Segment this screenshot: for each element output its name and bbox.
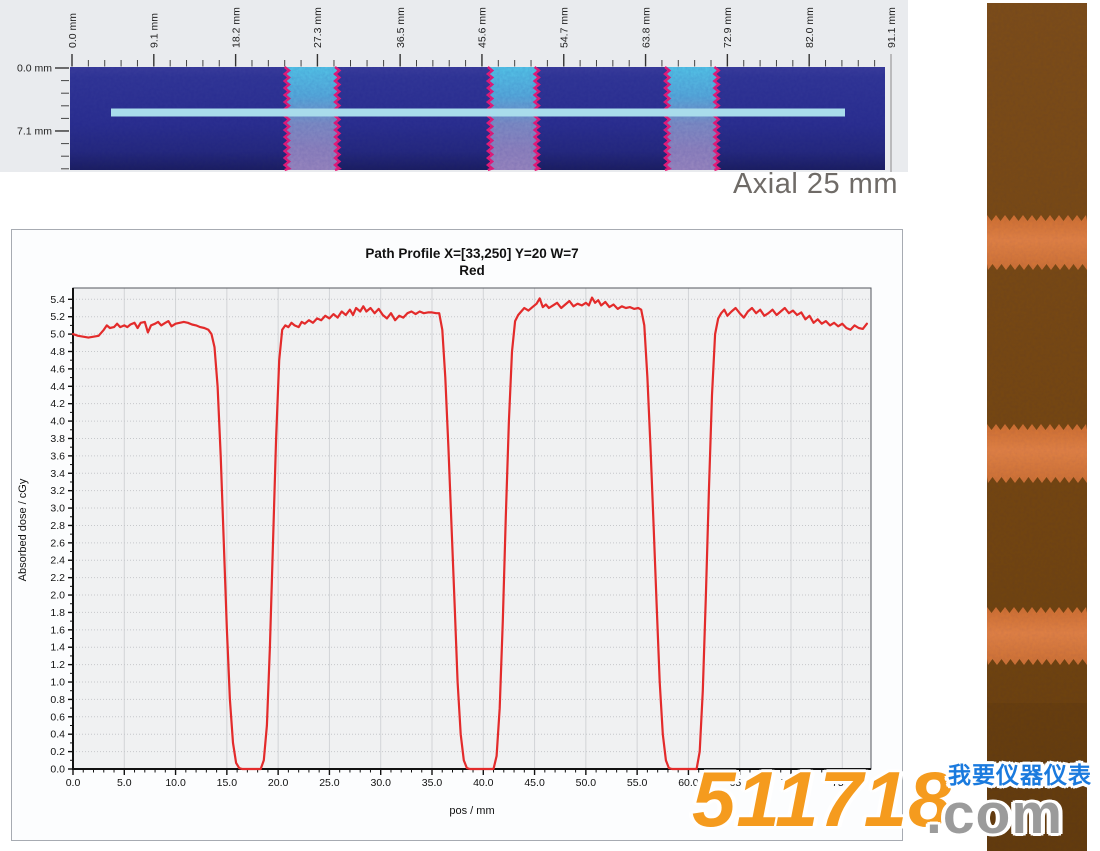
y-tick-label: 3.2 — [50, 485, 65, 497]
ruler-tick-label: 82.0 mm — [804, 7, 816, 48]
ruler-tick-label: 0.0 mm — [67, 13, 79, 48]
x-tick-label: 10.0 — [165, 777, 186, 789]
x-tick-label: 35.0 — [422, 777, 443, 789]
film-scan-panel: 0.0 mm 9.1 mm 18.2 mm 27.3 mm 36.5 mm 45.6 mm… — [0, 0, 912, 205]
y-tick-label: 4.4 — [50, 381, 65, 393]
y-tick-label: 5.2 — [50, 311, 65, 323]
y-tick-label: 5.0 — [50, 329, 65, 341]
ruler-tick-label: 18.2 mm — [230, 7, 242, 48]
strip-grain — [987, 3, 1087, 851]
ruler-tick-label: 72.9 mm — [722, 7, 734, 48]
x-tick-label: 30.0 — [370, 777, 391, 789]
chart-subtitle: Red — [459, 263, 485, 278]
x-tick-label: 75.0 — [832, 777, 853, 789]
profile-position-line — [111, 108, 845, 117]
ruler-tick-label: 27.3 mm — [312, 7, 324, 48]
y-tick-label: 2.0 — [50, 590, 65, 602]
film-dynamic-layer: 0.0 mm 9.1 mm 18.2 mm 27.3 mm 36.5 mm 45.6 mm… — [17, 7, 898, 172]
x-tick-label: 20.0 — [268, 777, 289, 789]
ruler-tick-label: 9.1 mm — [149, 13, 161, 48]
plot-area — [73, 288, 871, 769]
y-tick-label: 1.4 — [50, 642, 65, 654]
x-tick-label: 15.0 — [217, 777, 238, 789]
y-tick-label: 0.0 — [50, 764, 65, 776]
x-tick-label: 60.0 — [678, 777, 699, 789]
y-tick-label: 2.2 — [50, 572, 65, 584]
x-tick-label: 50.0 — [576, 777, 597, 789]
x-axis-label: pos / mm — [449, 805, 494, 817]
y-tick-label: 1.0 — [50, 677, 65, 689]
watermark-domain-suffix: .com — [926, 782, 1064, 846]
y-tick-label: 3.0 — [50, 503, 65, 515]
left-ruler-tick-label: 7.1 mm — [17, 125, 52, 137]
chart-dynamic-layer: 0.0 5.0 10.0 15.0 20.0 25.0 30.0 35.0 40.0 45.0 50… — [50, 287, 872, 789]
y-tick-label: 0.6 — [50, 711, 65, 723]
y-tick-label: 4.6 — [50, 363, 65, 375]
y-tick-label: 0.4 — [50, 729, 65, 741]
y-tick-label: 3.8 — [50, 433, 65, 445]
y-tick-label: 4.8 — [50, 346, 65, 358]
ruler-tick-label: 63.8 mm — [640, 7, 652, 48]
watermark-number: 511718 — [692, 755, 953, 843]
ruler-tick-label: 45.6 mm — [477, 7, 489, 48]
chart-title: Path Profile X=[33,250] Y=20 W=7 — [365, 246, 578, 261]
ruler-tick-label: 54.7 mm — [559, 7, 571, 48]
x-tick-label: 0.0 — [66, 777, 81, 789]
x-tick-label: 70.0 — [781, 777, 802, 789]
y-tick-label: 1.6 — [50, 624, 65, 636]
y-axis-label: Absorbed dose / cGy — [17, 478, 29, 581]
y-tick-label: 2.4 — [50, 555, 65, 567]
y-tick-label: 1.2 — [50, 659, 65, 671]
film-strip-image — [987, 3, 1087, 851]
y-tick-label: 3.4 — [50, 468, 65, 480]
y-tick-label: 1.8 — [50, 607, 65, 619]
y-tick-label: 5.4 — [50, 294, 65, 306]
x-tick-label: 55.0 — [627, 777, 648, 789]
y-tick-label: 0.2 — [50, 746, 65, 758]
y-tick-label: 2.8 — [50, 520, 65, 532]
y-tick-label: 4.2 — [50, 398, 65, 410]
dose-profile-curve — [71, 296, 869, 771]
film-strip-svg — [987, 3, 1087, 851]
film-grain — [70, 67, 885, 170]
y-tick-label: 4.0 — [50, 416, 65, 428]
left-ruler-tick-label: 0.0 mm — [17, 63, 52, 75]
x-tick-label: 45.0 — [524, 777, 545, 789]
film-caption: Axial 25 mm — [732, 168, 898, 200]
ruler-tick-label: 91.1 mm — [886, 7, 898, 48]
ruler-tick-label: 36.5 mm — [395, 7, 407, 48]
dose-profile-chart: 0.0 5.0 10.0 15.0 20.0 25.0 30.0 35.0 40.0 45.0 50… — [17, 246, 872, 817]
x-tick-label: 65.0 — [729, 777, 750, 789]
y-tick-label: 3.6 — [50, 450, 65, 462]
dose-profile-chart-panel: 0.0 5.0 10.0 15.0 20.0 25.0 30.0 35.0 40.0 45.0 50… — [11, 229, 903, 841]
x-tick-label: 5.0 — [117, 777, 132, 789]
x-tick-label: 40.0 — [473, 777, 494, 789]
film-scan-image: 0.0 mm 9.1 mm 18.2 mm 27.3 mm 36.5 mm 45.6 mm… — [0, 0, 908, 172]
watermark-chinese-text: 我要仪器仪表 — [948, 762, 1092, 788]
x-tick-label: 25.0 — [319, 777, 340, 789]
y-tick-label: 0.8 — [50, 694, 65, 706]
y-tick-label: 2.6 — [50, 537, 65, 549]
